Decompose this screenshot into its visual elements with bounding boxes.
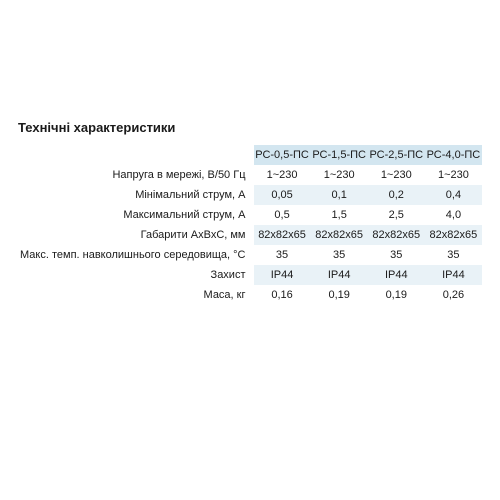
- column-header: РС-4,0-ПС: [425, 145, 482, 165]
- cell: 82х82х65: [368, 225, 425, 245]
- cell: 0,16: [254, 285, 311, 305]
- cell: 0,2: [368, 185, 425, 205]
- cell: 0,19: [368, 285, 425, 305]
- cell: 0,5: [254, 205, 311, 225]
- row-label: Мінімальний струм, А: [18, 185, 254, 205]
- cell: 0,4: [425, 185, 482, 205]
- cell: 0,1: [311, 185, 368, 205]
- header-empty: [18, 145, 254, 165]
- row-label: Габарити АхВхС, мм: [18, 225, 254, 245]
- table-title: Технічні характеристики: [18, 120, 482, 135]
- table-header-row: РС-0,5-ПСРС-1,5-ПСРС-2,5-ПСРС-4,0-ПС: [18, 145, 482, 165]
- cell: 35: [254, 245, 311, 265]
- table-row: Габарити АхВхС, мм82х82х6582х82х6582х82х…: [18, 225, 482, 245]
- row-label: Напруга в мережі, В/50 Гц: [18, 165, 254, 185]
- cell: 82х82х65: [425, 225, 482, 245]
- cell: IP44: [254, 265, 311, 285]
- cell: 1~230: [368, 165, 425, 185]
- column-header: РС-0,5-ПС: [254, 145, 311, 165]
- cell: 1~230: [425, 165, 482, 185]
- table-row: ЗахистIP44IP44IP44IP44: [18, 265, 482, 285]
- cell: 35: [368, 245, 425, 265]
- cell: IP44: [311, 265, 368, 285]
- column-header: РС-1,5-ПС: [311, 145, 368, 165]
- table-row: Максимальний струм, А0,51,52,54,0: [18, 205, 482, 225]
- cell: 1~230: [311, 165, 368, 185]
- cell: 4,0: [425, 205, 482, 225]
- row-label: Макс. темп. навколишнього середовища, °С: [18, 245, 254, 265]
- cell: IP44: [368, 265, 425, 285]
- cell: 1~230: [254, 165, 311, 185]
- specs-table: РС-0,5-ПСРС-1,5-ПСРС-2,5-ПСРС-4,0-ПС Нап…: [18, 145, 482, 305]
- cell: 35: [425, 245, 482, 265]
- cell: 82х82х65: [311, 225, 368, 245]
- table-row: Маса, кг0,160,190,190,26: [18, 285, 482, 305]
- cell: 35: [311, 245, 368, 265]
- table-row: Мінімальний струм, А0,050,10,20,4: [18, 185, 482, 205]
- cell: 1,5: [311, 205, 368, 225]
- cell: 2,5: [368, 205, 425, 225]
- row-label: Захист: [18, 265, 254, 285]
- cell: IP44: [425, 265, 482, 285]
- cell: 0,05: [254, 185, 311, 205]
- cell: 0,26: [425, 285, 482, 305]
- table-row: Напруга в мережі, В/50 Гц1~2301~2301~230…: [18, 165, 482, 185]
- row-label: Маса, кг: [18, 285, 254, 305]
- cell: 0,19: [311, 285, 368, 305]
- column-header: РС-2,5-ПС: [368, 145, 425, 165]
- cell: 82х82х65: [254, 225, 311, 245]
- table-row: Макс. темп. навколишнього середовища, °С…: [18, 245, 482, 265]
- row-label: Максимальний струм, А: [18, 205, 254, 225]
